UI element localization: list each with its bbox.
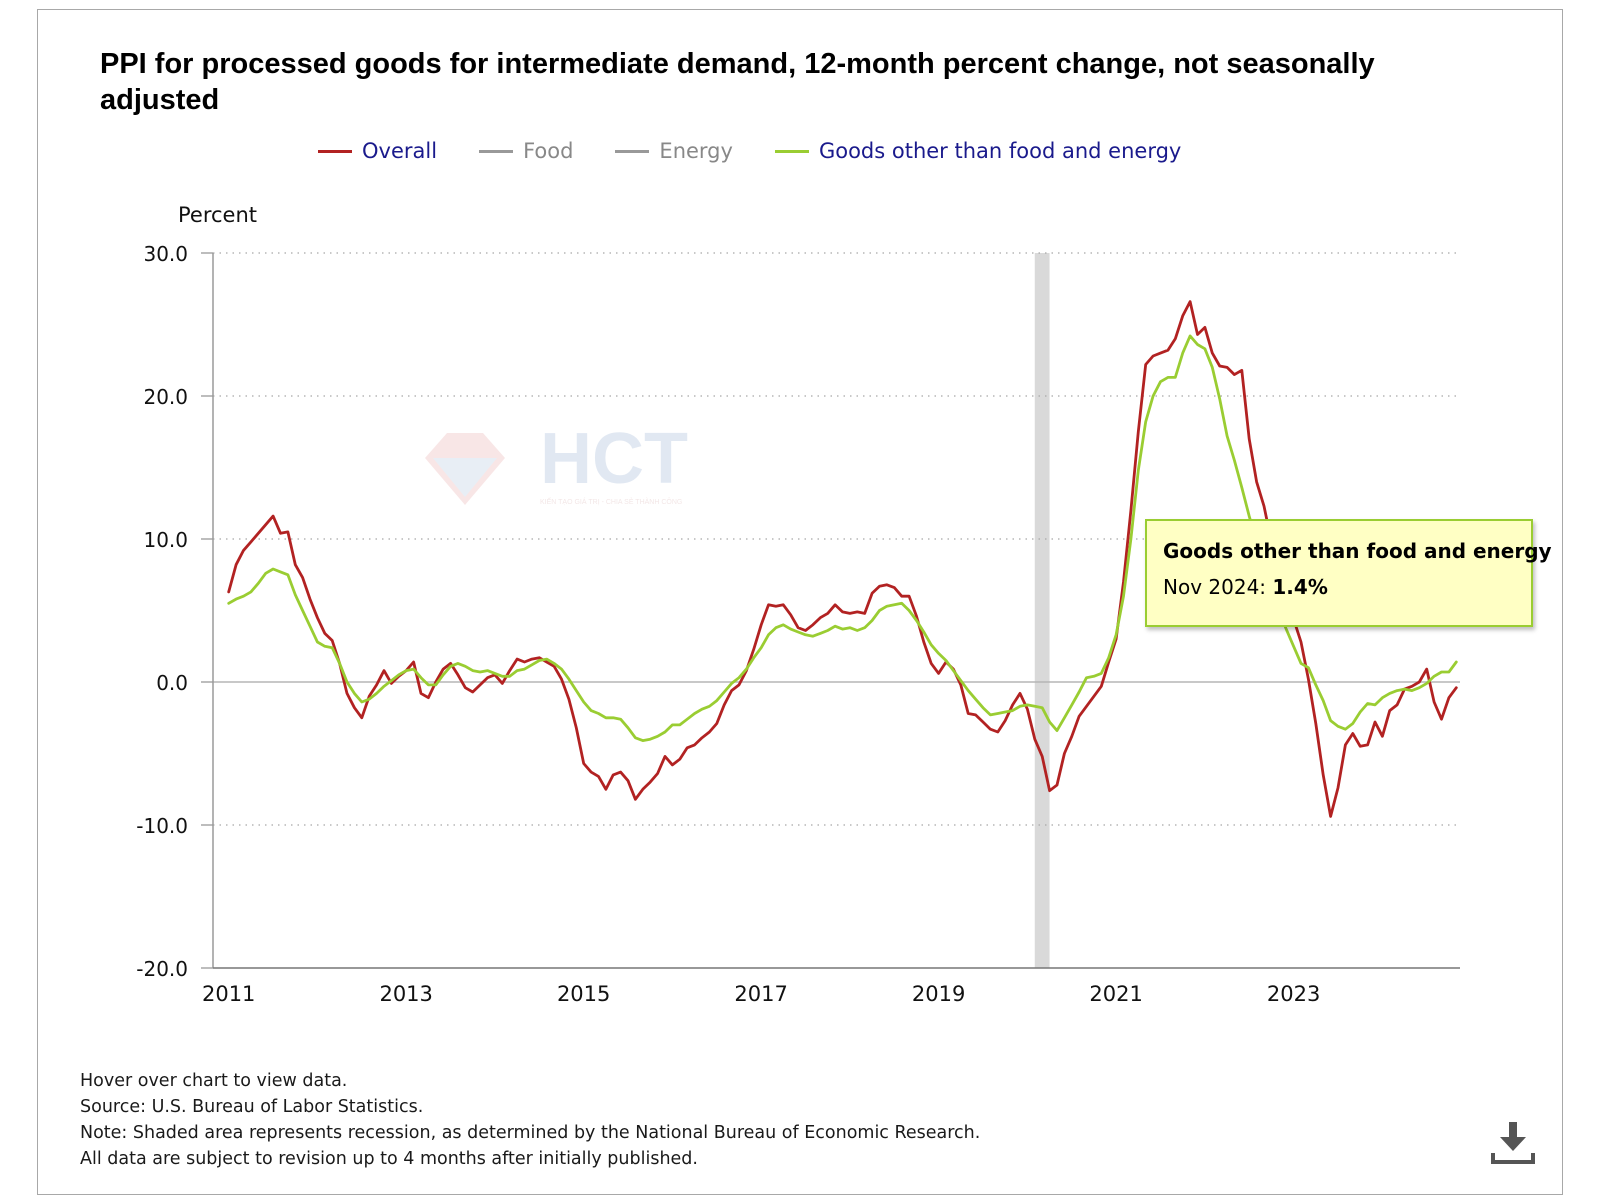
watermark-tagline: KIẾN TẠO GIÁ TRỊ - CHIA SẺ THÀNH CÔNG xyxy=(540,496,682,506)
x-tick-label: 2011 xyxy=(202,982,255,1006)
y-tick-label: 20.0 xyxy=(143,385,188,409)
y-tick-label: 10.0 xyxy=(143,528,188,552)
legend-item-food[interactable]: Food xyxy=(479,139,573,163)
x-tick-label: 2013 xyxy=(379,982,432,1006)
chart-title: PPI for processed goods for intermediate… xyxy=(100,48,1375,116)
download-icon xyxy=(1491,1122,1535,1164)
legend-swatch-goods-other xyxy=(774,149,809,153)
footer-hover-note: Hover over chart to view data. xyxy=(80,1071,348,1091)
line-chart[interactable]: Percent 30.0 20.0 10.0 0.0 -10.0 -20.0 2011 2013… xyxy=(0,0,1600,1040)
legend-label-energy: Energy xyxy=(659,139,733,163)
tooltip-date: Nov 2024: xyxy=(1163,575,1273,599)
y-tick-label: 0.0 xyxy=(156,671,188,695)
legend-swatch-food xyxy=(479,149,514,153)
legend-swatch-energy xyxy=(615,149,650,153)
legend-swatch-overall xyxy=(318,149,352,153)
footer-source: Source: U.S. Bureau of Labor Statistics. xyxy=(80,1097,424,1117)
footer-revision-note: All data are subject to revision up to 4… xyxy=(80,1149,698,1169)
y-tick-label: -20.0 xyxy=(136,957,188,981)
hct-logo-icon: HCT KIẾN TẠO GIÁ TRỊ - CHIA SẺ THÀNH CÔN… xyxy=(425,419,688,506)
legend-item-overall[interactable]: Overall xyxy=(318,139,437,163)
footer-recession-note: Note: Shaded area represents recession, … xyxy=(80,1123,981,1143)
x-tick-label: 2017 xyxy=(734,982,787,1006)
legend-item-goods-other[interactable]: Goods other than food and energy xyxy=(774,139,1182,163)
recession-shading xyxy=(1034,253,1050,968)
watermark-logo: HCT KIẾN TẠO GIÁ TRỊ - CHIA SẺ THÀNH CÔN… xyxy=(425,419,725,519)
y-tick-label: -10.0 xyxy=(136,814,188,838)
tooltip-series: Goods other than food and energy xyxy=(1163,539,1552,563)
x-tick-label: 2023 xyxy=(1267,982,1320,1006)
tooltip-value: 1.4% xyxy=(1272,575,1328,599)
chart-footer: Hover over chart to view data. Source: U… xyxy=(80,1068,980,1172)
legend-label-overall: Overall xyxy=(362,139,438,163)
y-axis-label: Percent xyxy=(178,203,257,227)
y-tick-label: 30.0 xyxy=(143,242,188,266)
legend-label-food: Food xyxy=(523,139,574,163)
series-line-overall xyxy=(227,300,1458,818)
data-tooltip: Goods other than food and energy Nov 202… xyxy=(1145,519,1552,627)
x-tick-label: 2015 xyxy=(557,982,610,1006)
legend-label-goods-other: Goods other than food and energy xyxy=(818,139,1182,163)
x-tick-label: 2019 xyxy=(912,982,965,1006)
tooltip-value-row: Nov 2024: 1.4% xyxy=(1163,575,1531,599)
watermark-text: HCT xyxy=(540,425,688,499)
legend: Overall Food Energy Goods other than foo… xyxy=(318,136,1223,166)
x-tick-label: 2021 xyxy=(1089,982,1142,1006)
download-button[interactable] xyxy=(1488,1120,1538,1170)
legend-item-energy[interactable]: Energy xyxy=(615,139,733,163)
